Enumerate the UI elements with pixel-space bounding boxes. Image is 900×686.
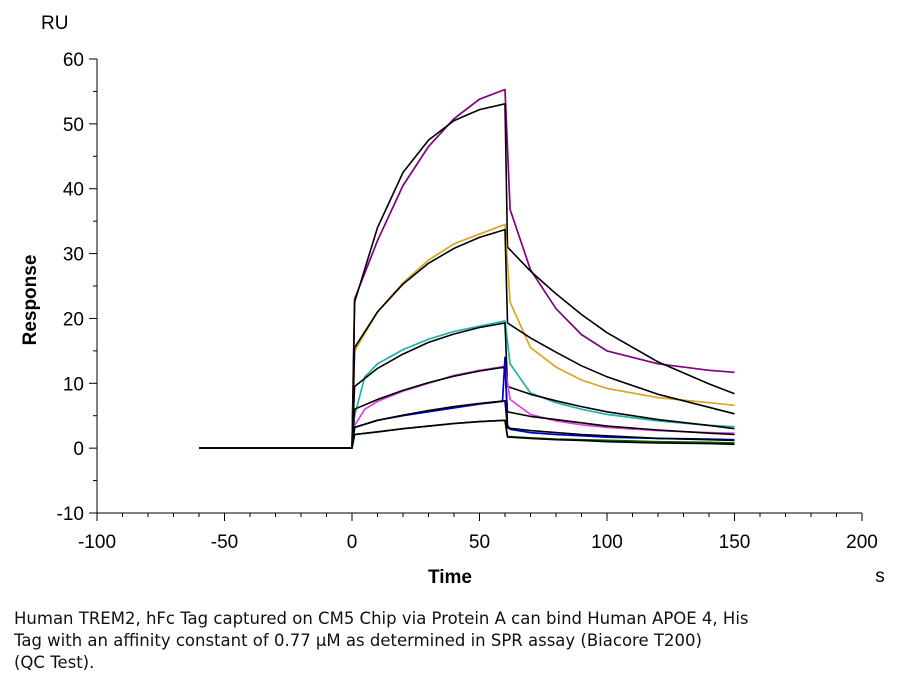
x-tick-label: -50 <box>211 532 238 553</box>
x-axis-title: Time <box>428 567 472 588</box>
spr-sensorgram-chart: -100 -50 0 50 100 150 200-100102030405060TimeR… <box>20 13 885 588</box>
series-10-fit-line <box>199 400 735 449</box>
y-axis-unit: RU <box>41 13 68 34</box>
series-8-fit-line <box>199 366 735 449</box>
x-tick-label: 100 <box>591 532 623 553</box>
series-7-measured-line <box>199 365 735 449</box>
y-tick-label: 60 <box>63 50 84 71</box>
x-tick-label: 50 <box>469 532 490 553</box>
series-5-measured-line <box>199 320 735 449</box>
x-tick-label: 0 <box>347 532 358 553</box>
y-tick-label: 40 <box>63 180 84 201</box>
caption-line-1: Human TREM2, hFc Tag captured on CM5 Chi… <box>14 609 749 628</box>
series-6-fit-line <box>199 322 735 449</box>
y-tick-label: -10 <box>57 504 84 525</box>
series-12-fit-line <box>199 419 735 449</box>
x-axis-unit: s <box>875 566 885 587</box>
curves-layer <box>199 88 735 449</box>
caption-line-3: (QC Test). <box>14 653 95 672</box>
y-tick-label: 0 <box>73 439 84 460</box>
y-tick-label: 10 <box>63 374 84 395</box>
axes-layer <box>89 58 863 521</box>
series-4-fit-line <box>199 228 735 449</box>
labels-layer: -100 -50 0 50 100 150 200-100102030405060TimeR… <box>20 13 885 588</box>
figure-caption: Human TREM2, hFc Tag captured on CM5 Chi… <box>14 608 886 674</box>
series-9-measured-line <box>199 356 735 449</box>
y-tick-label: 30 <box>63 245 84 266</box>
series-1-measured-line <box>199 88 735 449</box>
y-tick-label: 50 <box>63 115 84 136</box>
series-11-measured-line <box>199 419 735 449</box>
x-tick-label: 150 <box>719 532 751 553</box>
series-2-fit-line <box>199 103 735 449</box>
y-tick-label: 20 <box>63 309 84 330</box>
x-tick-label: 200 <box>846 532 878 553</box>
series-3-measured-line <box>199 223 735 449</box>
y-axis-title: Response <box>20 255 41 346</box>
caption-line-2: Tag with an affinity constant of 0.77 μM… <box>14 631 702 650</box>
x-tick-label: -100 <box>78 532 116 553</box>
